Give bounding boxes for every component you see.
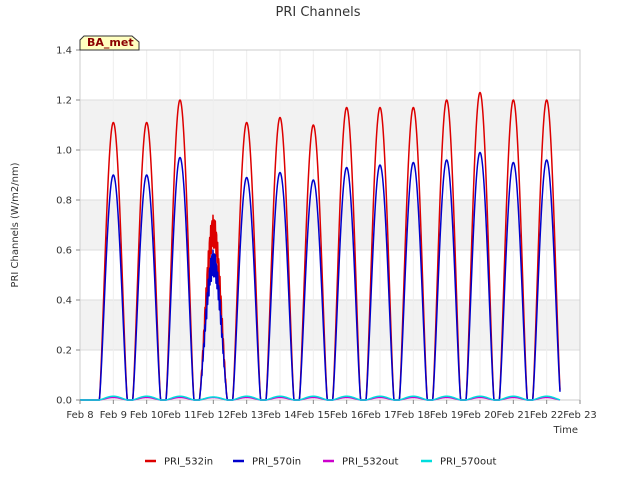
y-tick-label: 0.0 [56, 396, 72, 407]
x-axis-label: Time [553, 425, 578, 436]
y-tick-label: 0.2 [56, 346, 72, 357]
y-tick-label: 0.6 [56, 246, 72, 257]
series-line-pri-570in [79, 151, 561, 401]
legend-label: PRI_570out [440, 457, 496, 468]
x-tick-label: Feb 22 [530, 410, 564, 421]
x-axis-ticks: Feb 8 Feb 9 Feb 10 Feb 11 Feb 12 Feb 13 Feb 14… [66, 400, 597, 421]
y-tick-label: 0.8 [56, 196, 72, 207]
plot-band [80, 200, 580, 250]
x-tick-label: Feb 12 [197, 410, 231, 421]
legend-label: PRI_532in [164, 457, 213, 468]
x-tick-label: Feb 9 [100, 410, 127, 421]
x-tick-label: Feb 18 [397, 410, 431, 421]
legend: PRI_532in PRI_570in PRI_532out PRI_570out [145, 457, 496, 468]
chart-title: PRI Channels [276, 5, 361, 20]
x-tick-label: Feb 11 [163, 410, 197, 421]
x-tick-label: Feb 14 [263, 410, 297, 421]
x-tick-label: Feb 15 [297, 410, 331, 421]
x-tick-label: Feb 16 [330, 410, 364, 421]
y-axis-label: PRI Channels (W/m2/nm) [10, 162, 21, 287]
plot-band [80, 300, 580, 350]
site-badge: BA_met [79, 35, 140, 51]
site-badge-label: BA_met [87, 36, 134, 49]
x-tick-label: Feb 13 [230, 410, 264, 421]
legend-label: PRI_570in [252, 457, 301, 468]
legend-label: PRI_532out [342, 457, 398, 468]
plot-bands [80, 100, 580, 350]
x-tick-label: Feb 19 [430, 410, 464, 421]
y-axis-ticks: 0.0 0.2 0.4 0.6 0.8 1.0 1.2 1.4 [56, 46, 80, 407]
x-tick-label: Feb 10 [130, 410, 164, 421]
x-tick-label: Feb 8 [66, 410, 93, 421]
x-tick-label: Feb 21 [497, 410, 531, 421]
plot-band [80, 100, 580, 150]
y-tick-label: 1.2 [56, 96, 72, 107]
x-tick-label: Feb 17 [363, 410, 397, 421]
x-tick-label: Feb 23 [563, 410, 597, 421]
y-tick-label: 0.4 [56, 296, 72, 307]
x-tick-label: Feb 20 [463, 410, 497, 421]
series-line-pri-570out [79, 395, 561, 401]
y-tick-label: 1.0 [56, 146, 72, 157]
series-lines [79, 91, 561, 401]
y-tick-label: 1.4 [56, 46, 72, 57]
